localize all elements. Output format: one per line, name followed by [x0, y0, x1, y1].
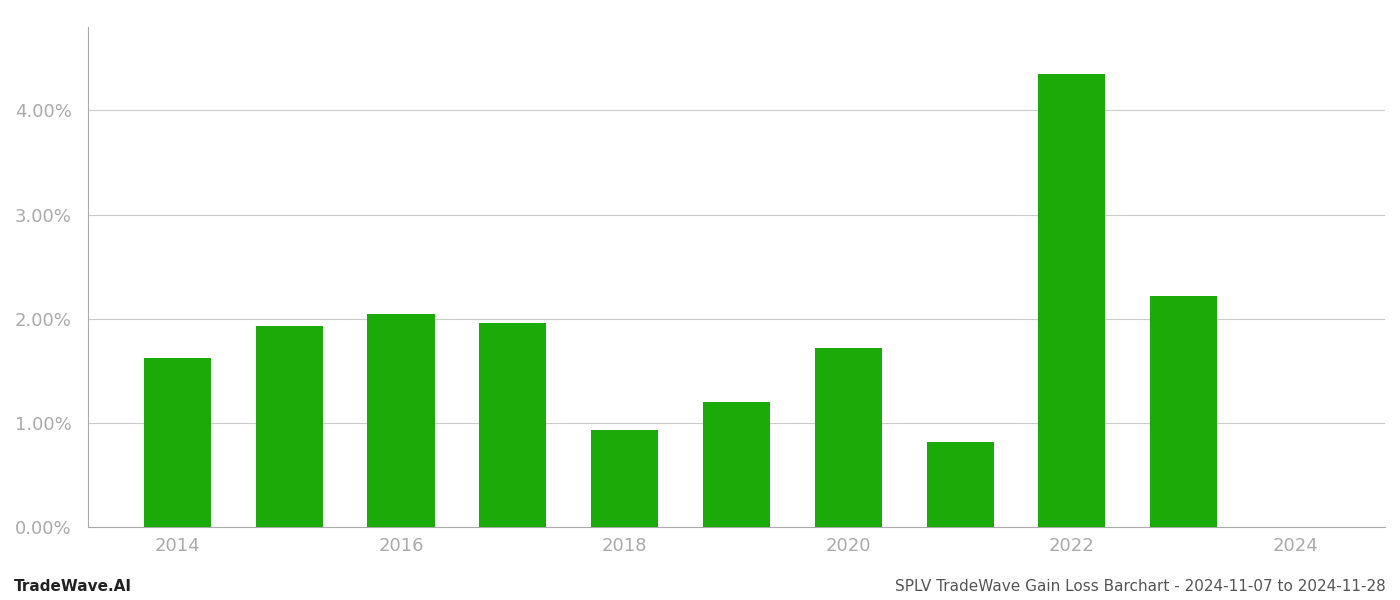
Bar	[144, 358, 211, 527]
Bar	[479, 323, 546, 527]
Bar	[591, 430, 658, 527]
Bar	[256, 326, 322, 527]
Bar	[815, 348, 882, 527]
Bar	[1151, 296, 1217, 527]
Text: TradeWave.AI: TradeWave.AI	[14, 579, 132, 594]
Text: SPLV TradeWave Gain Loss Barchart - 2024-11-07 to 2024-11-28: SPLV TradeWave Gain Loss Barchart - 2024…	[895, 579, 1386, 594]
Bar	[367, 314, 434, 527]
Bar	[927, 442, 994, 527]
Bar	[1039, 74, 1106, 527]
Bar	[703, 402, 770, 527]
